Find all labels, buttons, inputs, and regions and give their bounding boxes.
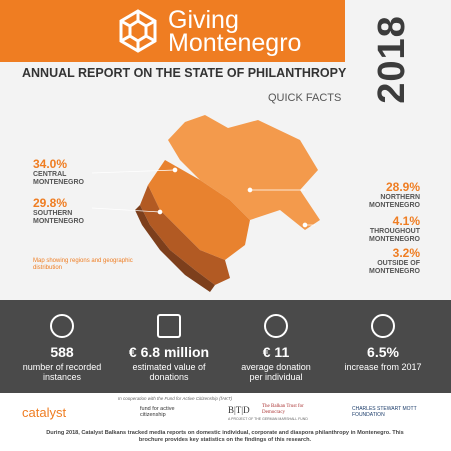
region-value: 28.9% <box>385 180 420 194</box>
cooperation: In cooperation with the Fund for Active … <box>118 396 233 401</box>
region-label: OUTSIDE OF MONTENEGRO <box>369 260 420 275</box>
stats-band: 588 number of recorded instances € 6.8 mi… <box>0 300 451 393</box>
header-band: Giving Montenegro <box>0 0 345 62</box>
logo-btd-name: The Balkan Trust for Democracy <box>262 404 304 415</box>
region-north <box>168 115 320 230</box>
region-label: CENTRAL MONTENEGRO <box>33 171 84 186</box>
year: 2018 <box>370 10 415 104</box>
logo-icon <box>119 9 157 53</box>
footer: In cooperation with the Fund for Active … <box>0 393 451 451</box>
stat: € 11 average donation per individual <box>220 314 332 382</box>
logo-catalyst: catalyst <box>22 405 67 420</box>
stat-label: increase from 2017 <box>344 362 422 372</box>
region-value: 4.1% <box>392 214 420 228</box>
stat-icon <box>50 314 74 338</box>
stat-icon <box>264 314 288 338</box>
stat-icon <box>157 314 181 338</box>
stat-value: € 11 <box>262 344 290 360</box>
region-label: NORTHERN MONTENEGRO <box>369 194 420 209</box>
logo-gmf: A PROJECT OF THE GERMAN MARSHALL FUND <box>228 417 308 421</box>
year-text: 2018 <box>370 15 413 104</box>
region-value: 3.2% <box>392 246 420 260</box>
brand-line1: Giving <box>168 6 239 34</box>
stat-label: average donation per individual <box>241 362 311 382</box>
region-central <box>148 160 250 260</box>
region-coast <box>135 205 215 292</box>
stat: 588 number of recorded instances <box>6 314 118 382</box>
stat: 6.5% increase from 2017 <box>327 314 439 372</box>
stat-value: 588 <box>50 344 74 360</box>
map <box>91 115 320 292</box>
subtitle: QUICK FACTS <box>268 92 342 104</box>
stat: € 6.8 million estimated value of donation… <box>113 314 225 382</box>
stat-value: 6.5% <box>367 344 399 360</box>
stat-icon <box>371 314 395 338</box>
stat-label: number of recorded instances <box>22 362 102 382</box>
title: ANNUAL REPORT ON THE STATE OF PHILANTHRO… <box>22 66 347 80</box>
map-note: Map showing regions and geographic distr… <box>33 258 133 271</box>
stat-label: estimated value of donations <box>132 362 206 382</box>
region-value: 29.8% <box>33 196 68 210</box>
region-value: 34.0% <box>33 157 68 171</box>
logo-btd: B|T|D <box>228 405 250 415</box>
region-south: 29.8% SOUTHERN MONTENEGRO <box>33 196 98 226</box>
footer-text: During 2018, Catalyst Balkans tracked me… <box>46 430 404 443</box>
brand-line2: Montenegro <box>168 29 302 57</box>
logo-fakt: fund for active citizenship <box>140 406 175 418</box>
logo-mott: CHARLES STEWART MOTT FOUNDATION <box>352 406 417 418</box>
stat-value: € 6.8 million <box>128 344 210 360</box>
region-label: SOUTHERN MONTENEGRO <box>33 210 84 225</box>
region-label: THROUGHOUT MONTENEGRO <box>369 228 420 243</box>
region-outside: 3.2% OUTSIDE OF MONTENEGRO <box>320 246 420 276</box>
region-south <box>140 185 230 285</box>
region-central: 34.0% CENTRAL MONTENEGRO <box>33 157 98 187</box>
region-north: 28.9% NORTHERN MONTENEGRO <box>320 180 420 210</box>
region-throughout: 4.1% THROUGHOUT MONTENEGRO <box>320 214 420 244</box>
